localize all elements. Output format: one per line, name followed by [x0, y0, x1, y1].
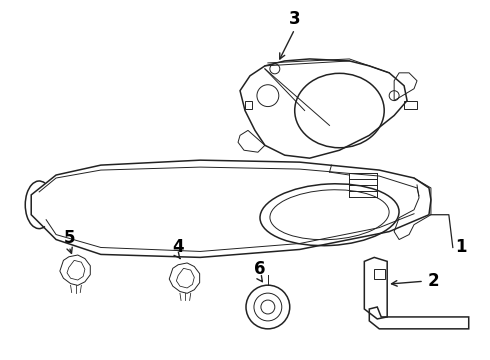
Text: 1: 1	[455, 238, 466, 256]
Text: 4: 4	[172, 238, 184, 256]
Text: 6: 6	[254, 260, 266, 278]
Text: 3: 3	[289, 10, 300, 28]
Text: 5: 5	[63, 229, 75, 247]
Text: 2: 2	[428, 272, 440, 290]
